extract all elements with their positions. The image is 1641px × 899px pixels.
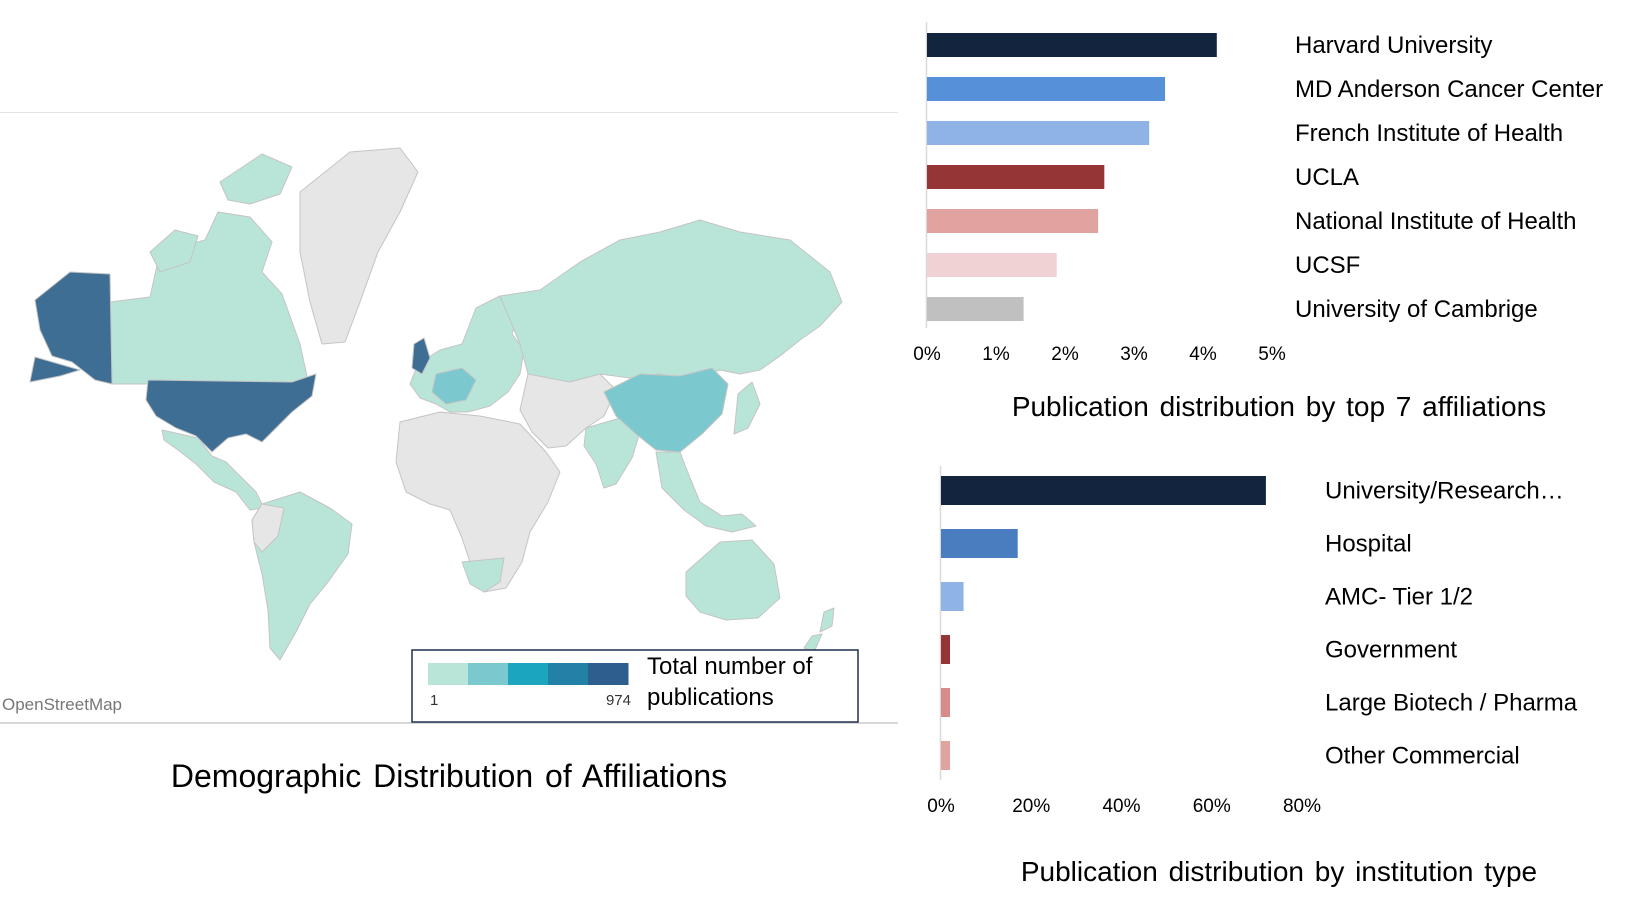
category-label: Other Commercial (1325, 743, 1520, 770)
map-caption: Demographic Distribution of Affiliations (170, 758, 728, 794)
x-tick-label: 20% (1012, 796, 1050, 817)
chart-bar (927, 209, 1099, 233)
chart-bar (941, 476, 1266, 505)
africa-shape (395, 411, 561, 593)
greenland-shape (299, 147, 419, 345)
chart-bar (927, 253, 1057, 277)
category-label: Harvard University (1295, 32, 1492, 59)
category-label: Large Biotech / Pharma (1325, 690, 1578, 717)
category-label: University/Research… (1325, 478, 1564, 505)
x-tick-label: 0% (927, 796, 955, 817)
chart-title-affiliations: Publication distribution by top 7 affili… (1012, 391, 1546, 422)
category-label: AMC- Tier 1/2 (1325, 584, 1473, 611)
mexico-shape (161, 429, 265, 511)
southeast-asia-shape (655, 451, 757, 533)
chart-bar (941, 529, 1018, 558)
chart-bar (941, 688, 951, 717)
chart-bar (927, 165, 1105, 189)
chart-bar (941, 635, 951, 664)
x-tick-label: 3% (1120, 344, 1148, 365)
china-shape (603, 367, 729, 453)
category-label: French Institute of Health (1295, 120, 1563, 147)
chart-bar (927, 77, 1166, 101)
chart-title-institution: Publication distribution by institution … (1021, 856, 1537, 887)
x-tick-label: 1% (982, 344, 1010, 365)
europe-highlight-shape (431, 367, 477, 405)
category-label: University of Cambrige (1295, 296, 1538, 323)
south-america-grey-shape (251, 503, 285, 553)
x-tick-label: 5% (1258, 344, 1286, 365)
arctic-islands-shape (149, 153, 293, 273)
chart-bar (941, 582, 964, 611)
x-tick-label: 4% (1189, 344, 1217, 365)
south-africa-shape (461, 557, 505, 593)
japan-shape (733, 381, 761, 435)
chart-bar (941, 741, 951, 770)
chart-bar (927, 297, 1024, 321)
uk-shape (411, 337, 431, 375)
chart-bar (927, 33, 1217, 57)
category-label: MD Anderson Cancer Center (1295, 76, 1603, 103)
x-tick-label: 2% (1051, 344, 1079, 365)
x-tick-label: 80% (1283, 796, 1321, 817)
map-landmasses (29, 147, 843, 661)
world-map (0, 112, 898, 724)
alaska-shape (29, 271, 113, 385)
x-tick-label: 60% (1193, 796, 1231, 817)
usa-shape (145, 373, 317, 453)
category-label: Government (1325, 637, 1457, 664)
x-tick-label: 0% (913, 344, 941, 365)
category-label: Hospital (1325, 531, 1412, 558)
x-tick-label: 40% (1102, 796, 1140, 817)
chart-bar (927, 121, 1150, 145)
category-label: UCLA (1295, 164, 1359, 191)
category-label: UCSF (1295, 252, 1360, 279)
australia-shape (685, 539, 781, 621)
category-label: National Institute of Health (1295, 208, 1577, 235)
